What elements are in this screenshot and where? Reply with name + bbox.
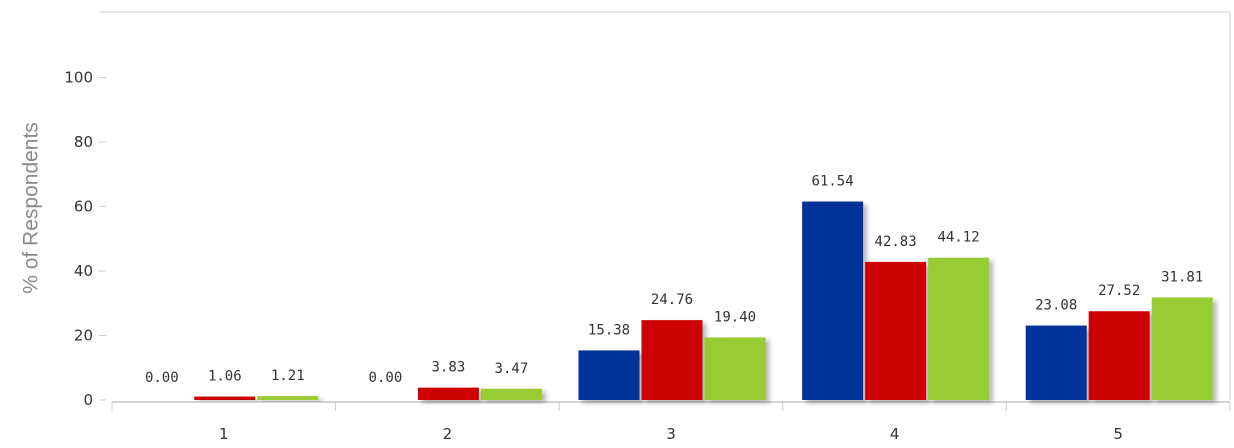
bar: [641, 320, 703, 400]
bar-value-label: 19.40: [714, 309, 756, 325]
bar: [1025, 325, 1087, 400]
data-labels: 0.00 1.06 1.21 0.00 3.83 3.47 15.38 24.76 19.40 6…: [145, 174, 1203, 386]
x-tick-label: 2: [443, 425, 453, 443]
y-tick-label: 0: [83, 391, 93, 409]
bar-value-label: 61.54: [812, 174, 854, 190]
bar: [1088, 311, 1150, 400]
x-tick-label: 4: [890, 425, 900, 443]
bar-value-label: 44.12: [938, 230, 980, 246]
bar-value-label: 31.81: [1161, 269, 1203, 285]
bar: [480, 388, 542, 400]
bar: [578, 350, 640, 400]
bar: [704, 337, 766, 400]
y-axis: 0 20 40 60 80 100: [64, 69, 106, 409]
x-tick-label: 3: [666, 425, 676, 443]
x-tick-label: 5: [1113, 425, 1123, 443]
bar: [802, 201, 864, 400]
bar-value-label: 23.08: [1035, 298, 1077, 314]
bar-value-label: 0.00: [145, 370, 179, 386]
y-tick-label: 100: [64, 69, 93, 87]
bar-value-label: 15.38: [588, 322, 630, 338]
bars: [194, 201, 1213, 400]
bar-value-label: 42.83: [875, 234, 917, 250]
plot-frame: [100, 11, 1231, 400]
y-axis-title: % of Respondents: [20, 122, 43, 294]
bar-value-label: 3.83: [432, 360, 466, 376]
y-tick-label: 80: [74, 133, 93, 151]
bar: [194, 396, 256, 400]
bar-value-label: 3.47: [495, 361, 529, 377]
bar-value-label: 27.52: [1098, 283, 1140, 299]
bar-value-label: 0.00: [369, 370, 403, 386]
bar: [417, 387, 479, 400]
bar-value-label: 1.06: [208, 369, 242, 385]
bar: [257, 396, 319, 400]
bar: [1151, 297, 1213, 400]
bar: [865, 261, 927, 400]
x-tick-label: 1: [219, 425, 229, 443]
y-tick-label: 60: [74, 198, 93, 216]
bar-value-label: 1.21: [271, 368, 305, 384]
bar: [928, 257, 990, 400]
y-tick-label: 20: [74, 327, 93, 345]
y-tick-label: 40: [74, 262, 93, 280]
x-axis: 1 2 3 4 5: [111, 401, 1231, 443]
bar-value-label: 24.76: [651, 292, 693, 308]
